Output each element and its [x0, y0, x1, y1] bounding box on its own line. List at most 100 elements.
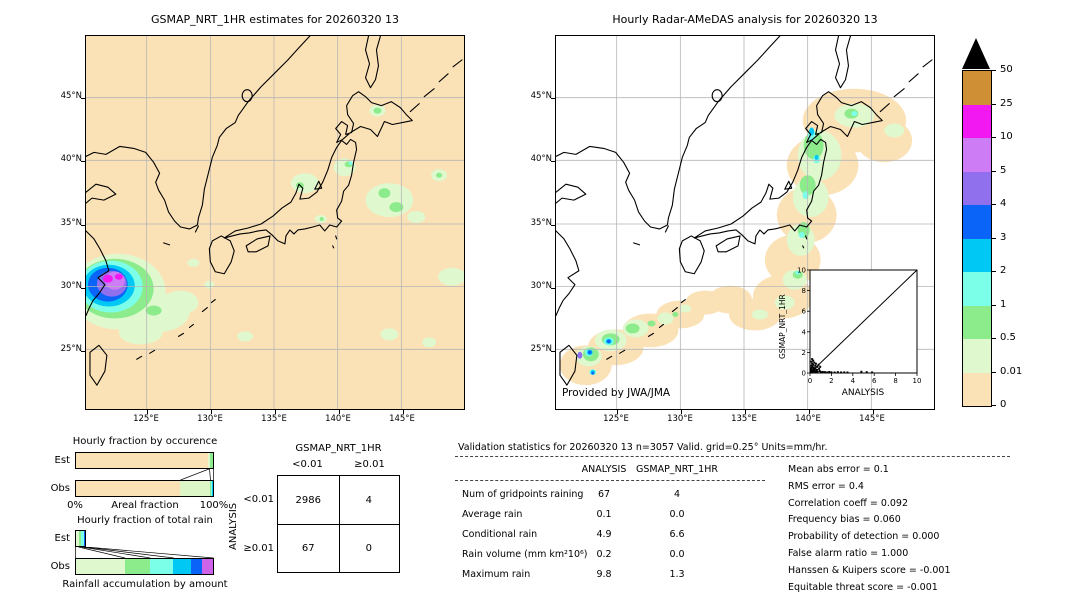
colorbar-tickmark [992, 405, 996, 406]
svg-text:2: 2 [829, 377, 833, 385]
validation-title: Validation statistics for 20260320 13 n=… [458, 442, 828, 453]
right-lon-125: 125°E [603, 414, 629, 424]
inset-ticks: 00 2 2 4 4 6 6 8 8 10 10 [797, 267, 921, 386]
left-rain-contours [70, 104, 466, 348]
right-lat-40: 40°N [530, 154, 552, 164]
occurrence-xlabel: Areal fraction [111, 500, 179, 511]
colorbar-tickmark [992, 70, 996, 71]
right-lat-30: 30°N [530, 281, 552, 291]
x-tickmark [211, 410, 212, 414]
score-line: Mean abs error = 0.1 [788, 464, 889, 475]
y-tickmark [551, 288, 555, 289]
score-line: RMS error = 0.4 [788, 480, 864, 492]
inset-ylabel: GSMAP_NRT_1HR [778, 294, 787, 359]
validation-row-gsmap: 1.3 [669, 569, 685, 580]
y-tickmark [81, 161, 85, 162]
y-tickmark [81, 225, 85, 226]
svg-text:0: 0 [802, 370, 806, 378]
y-tickmark [81, 288, 85, 289]
colorbar-tickmark [992, 137, 996, 138]
colorbar-tick-label: 0 [1000, 399, 1007, 410]
colorbar-tick-label: 50 [1000, 64, 1013, 75]
right-lon-135: 135°E [731, 414, 757, 424]
contingency-cell-10: 67 [301, 542, 315, 554]
validation-row-analysis: 4.9 [596, 529, 612, 540]
right-map-title: Hourly Radar-AMeDAS analysis for 2026032… [612, 13, 878, 26]
y-tickmark [551, 98, 555, 99]
occurrence-x-min: 0% [67, 500, 83, 511]
validation-row-gsmap: 0.0 [669, 549, 685, 560]
left-lat-40: 40°N [60, 154, 82, 164]
svg-text:4: 4 [802, 328, 807, 336]
contingency-col-group: GSMAP_NRT_1HR [295, 443, 382, 454]
svg-text:6: 6 [802, 308, 807, 316]
validation-divider-top [455, 456, 1010, 457]
right-map: 0 0 2 2 4 4 6 6 8 8 10 10 ANALYSIS GSMAP_NRT_1HR Pr… [551, 35, 935, 414]
colorbar-tick-label: 0.5 [1000, 332, 1016, 343]
occurrence-obs-label: Obs [50, 483, 70, 494]
contingency-row-group: ANALYSIS [228, 502, 239, 550]
right-lon-145: 145°E [859, 414, 885, 424]
colorbar-tickmark [992, 204, 996, 205]
left-lon-140: 140°E [325, 414, 351, 424]
colorbar-tickmark [992, 170, 996, 172]
colorbar-tick-label: 3 [1000, 231, 1007, 243]
colorbar-tickmark [992, 103, 996, 105]
left-lat-25: 25°N [60, 344, 82, 354]
x-tickmark [809, 410, 810, 414]
colorbar-tick-label: 10 [1000, 131, 1013, 142]
x-tickmark [147, 410, 148, 414]
y-tickmark [81, 98, 85, 99]
y-tickmark [551, 351, 555, 352]
validation-row-label: Num of gridpoints raining [462, 489, 584, 500]
colorbar [962, 70, 992, 407]
colorbar-tickmark [992, 271, 996, 272]
svg-text:8: 8 [802, 287, 806, 295]
right-lat-25: 25°N [530, 344, 552, 354]
right-lat-45: 45°N [530, 91, 552, 101]
right-lat-35: 35°N [530, 218, 552, 228]
x-tickmark [339, 410, 340, 414]
contingency-col-0: <0.01 [292, 459, 323, 470]
left-map [70, 35, 466, 414]
contingency-row-0: <0.01 [243, 494, 274, 505]
total-rain-obs-bar [75, 558, 214, 575]
colorbar-tick-label: 4 [1000, 198, 1007, 209]
occurrence-x-max: 100% [199, 500, 229, 511]
inset-diagonal-line [809, 269, 918, 374]
validation-row-analysis: 67 [597, 489, 611, 500]
right-lon-130: 130°E [667, 414, 693, 424]
right-lon-140: 140°E [795, 414, 821, 424]
validation-row-label: Maximum rain [462, 569, 531, 580]
inset-data-points [809, 358, 874, 374]
colorbar-tick-label: 1 [1000, 298, 1007, 310]
x-tickmark [681, 410, 682, 414]
validation-col-analysis: ANALYSIS [581, 464, 627, 475]
y-tickmark [551, 161, 555, 162]
colorbar-tick-label: 2 [1000, 265, 1007, 276]
total-rain-xlabel: Rainfall accumulation by amount [62, 579, 228, 590]
colorbar-tick-label: 0.01 [1000, 365, 1023, 377]
svg-text:0: 0 [808, 377, 812, 385]
y-tickmark [551, 225, 555, 226]
occurrence-obs-bar [75, 480, 214, 497]
validation-row-label: Average rain [462, 509, 523, 520]
validation-row-gsmap: 6.6 [669, 529, 685, 540]
total-rain-obs-label: Obs [50, 561, 70, 572]
inset-xlabel: ANALYSIS [842, 388, 885, 398]
validation-col-gsmap: GSMAP_NRT_1HR [636, 464, 718, 475]
contingency-col-1: ≥0.01 [354, 459, 385, 470]
validation-row-analysis: 0.2 [596, 549, 612, 560]
colorbar-tickmark [992, 338, 996, 339]
left-lon-130: 130°E [197, 414, 223, 424]
colorbar-labels: 50 25 10 5 4 3 2 1 0.5 0.01 0 [991, 64, 1031, 410]
validation-row-analysis: 0.1 [596, 509, 612, 520]
score-line: Hanssen & Kuipers score = -0.001 [788, 564, 951, 576]
x-tickmark [745, 410, 746, 414]
y-tickmark [81, 351, 85, 352]
contingency-cell-01: 4 [365, 494, 372, 506]
occurrence-est-label: Est [54, 455, 70, 466]
svg-text:10: 10 [913, 377, 922, 385]
svg-text:8: 8 [893, 377, 897, 385]
